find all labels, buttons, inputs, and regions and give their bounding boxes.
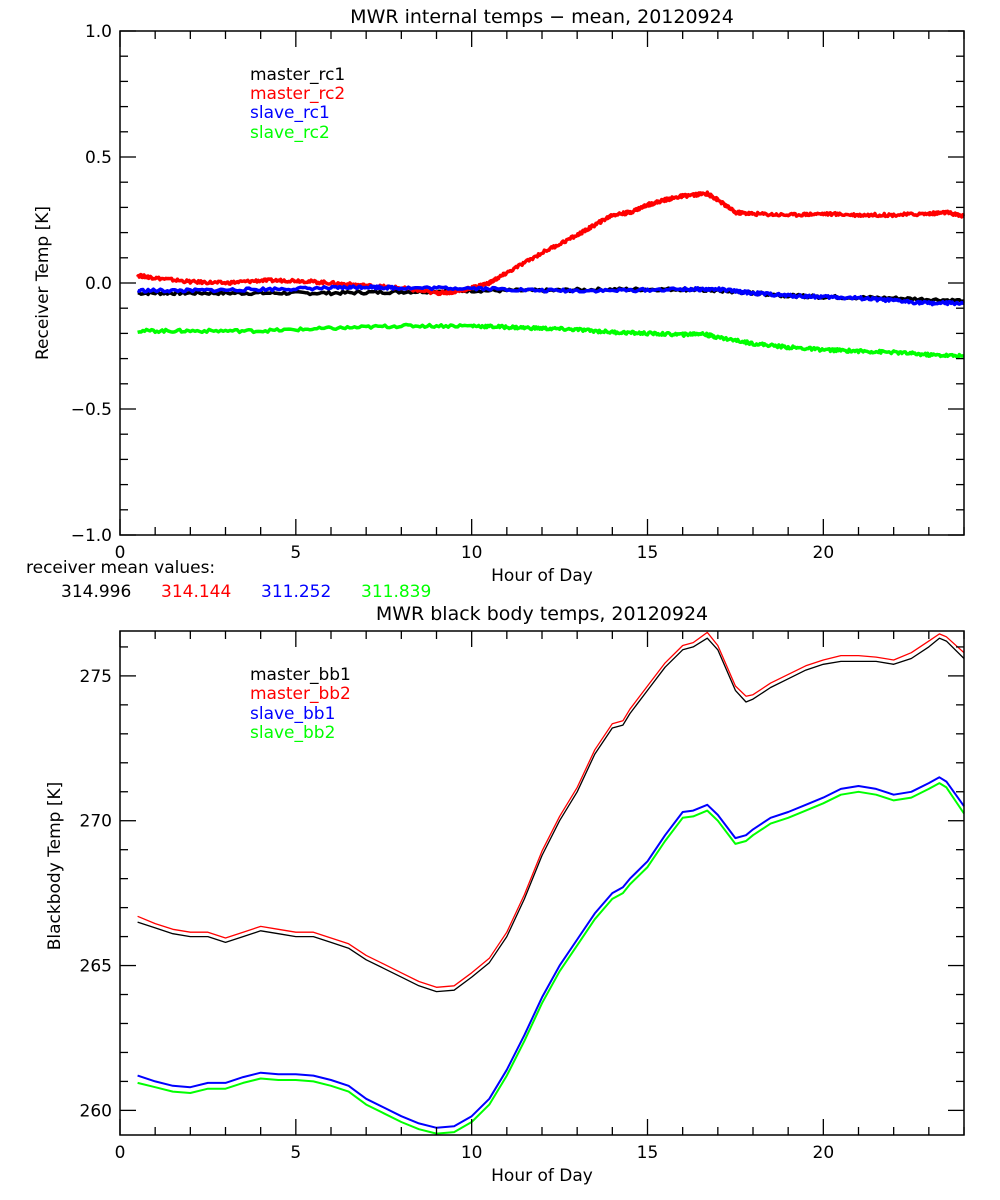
receiver-mean-value: 311.252 [261, 582, 331, 602]
plot-frame [119, 630, 965, 1136]
y-tick-label: 270 [80, 812, 112, 832]
x-axis-label: Hour of Day [491, 1166, 593, 1186]
axes: 0 5 10 15 20 260 265 270 275 [80, 631, 965, 1163]
y-tick-label: 260 [80, 1101, 112, 1121]
legend: master_bb1 master_bb2 slave_bb1 slave_bb… [250, 665, 351, 743]
y-tick-label: 0.0 [85, 274, 112, 294]
legend-entry: master_rc1 [250, 65, 345, 85]
legend: master_rc1 master_rc2 slave_rc1 slave_rc… [250, 65, 345, 143]
chart-title: MWR black body temps, 20120924 [376, 603, 708, 625]
y-tick-label: −0.5 [71, 400, 112, 420]
receiver-temp-chart: MWR internal temps − mean, 20120924 0 5 10… [33, 6, 966, 586]
y-tick-label: 0.5 [85, 148, 112, 168]
legend-entry: master_bb2 [250, 684, 351, 704]
x-tick-label: 10 [461, 543, 483, 563]
legend-entry: master_rc2 [250, 84, 345, 104]
x-tick-label: 0 [115, 1143, 126, 1163]
series-line-master_rc2 [136, 190, 966, 297]
series-line-master_bb2 [137, 631, 965, 988]
series-line-master_bb1 [137, 637, 965, 993]
series-group [136, 190, 966, 360]
axes: 0 5 10 15 20 −1.0 −0.5 0.0 0.5 1.0 [71, 22, 965, 563]
legend-entry: slave_bb1 [250, 704, 335, 724]
x-tick-label: 10 [461, 1143, 483, 1163]
x-tick-label: 5 [290, 1143, 301, 1163]
y-tick-label: −1.0 [71, 526, 112, 546]
x-tick-label: 15 [637, 543, 659, 563]
series-line-slave_bb2 [137, 782, 965, 1135]
receiver-mean-value: 311.839 [361, 582, 431, 602]
y-tick-label: 1.0 [85, 22, 112, 42]
y-axis-label: Receiver Temp [K] [33, 206, 53, 360]
x-tick-label: 20 [813, 543, 835, 563]
x-tick-label: 5 [290, 543, 301, 563]
receiver-mean-value: 314.996 [61, 582, 131, 602]
blackbody-temp-chart: MWR black body temps, 20120924 0 5 10 15 20 2… [45, 603, 965, 1186]
chart-title: MWR internal temps − mean, 20120924 [350, 6, 734, 28]
receiver-mean-values: receiver mean values: 314.996 314.144 31… [26, 558, 431, 602]
legend-entry: slave_rc2 [250, 123, 330, 143]
series-line-slave_rc1 [136, 284, 965, 307]
receiver-mean-value: 314.144 [161, 582, 231, 602]
y-axis-label: Blackbody Temp [K] [45, 782, 65, 951]
legend-entry: master_bb1 [250, 665, 351, 685]
x-axis-label: Hour of Day [491, 566, 593, 586]
receiver-mean-label: receiver mean values: [26, 558, 215, 578]
series-group [137, 631, 965, 1135]
x-tick-label: 0 [115, 543, 126, 563]
x-tick-label: 15 [637, 1143, 659, 1163]
legend-entry: slave_bb2 [250, 723, 335, 743]
series-line-slave_bb1 [137, 776, 965, 1129]
plot-frame [119, 30, 965, 536]
x-tick-label: 20 [813, 1143, 835, 1163]
y-tick-label: 265 [80, 957, 112, 977]
series-line-slave_rc2 [137, 322, 965, 360]
y-tick-label: 275 [80, 667, 112, 687]
legend-entry: slave_rc1 [250, 103, 330, 123]
